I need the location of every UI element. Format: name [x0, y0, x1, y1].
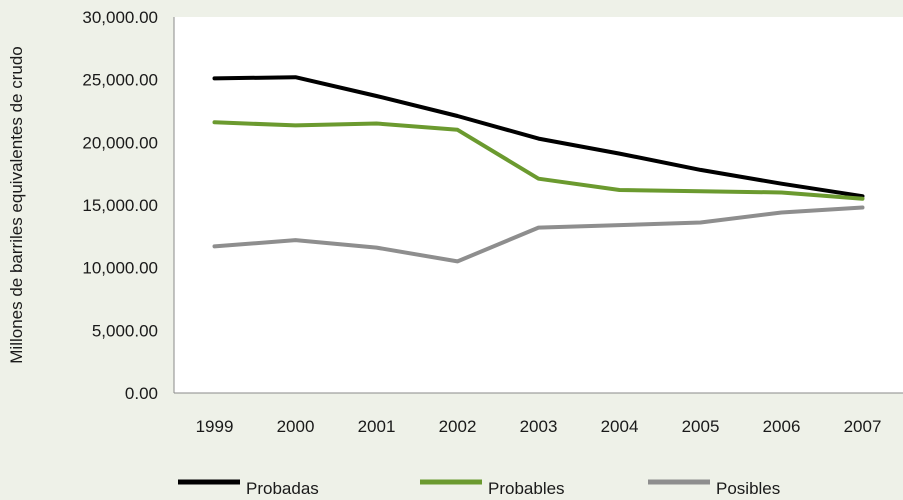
legend-label: Probables	[488, 479, 565, 498]
series-line-posibles	[212, 205, 865, 264]
legend-label: Posibles	[716, 479, 780, 498]
x-tick-label: 2002	[439, 417, 477, 436]
y-tick-label: 15,000.00	[82, 196, 158, 215]
series-lines	[212, 75, 865, 264]
y-tick-label: 30,000.00	[82, 8, 158, 27]
y-tick-label: 10,000.00	[82, 259, 158, 278]
y-tick-label: 5,000.00	[92, 321, 158, 340]
legend: Probadas Probables Posibles	[178, 479, 780, 498]
x-tick-label: 2007	[844, 417, 882, 436]
plot-area	[174, 17, 903, 393]
y-tick-label: 20,000.00	[82, 133, 158, 152]
y-axis-label: Millones de barriles equivalentes de cru…	[7, 46, 26, 364]
y-tick-labels: 0.00 5,000.00 10,000.00 15,000.00 20,000.00 2…	[82, 8, 158, 403]
x-tick-label: 2005	[682, 417, 720, 436]
series-line-probables	[212, 120, 865, 201]
x-tick-labels: 1999 2000 2001 2002 2003 2004 2005 2006 2007	[196, 417, 882, 436]
series-line-probadas	[212, 75, 865, 199]
x-tick-label: 1999	[196, 417, 234, 436]
x-tick-label: 2001	[358, 417, 396, 436]
legend-label: Probadas	[246, 479, 319, 498]
y-tick-label: 0.00	[125, 384, 158, 403]
x-tick-label: 2000	[277, 417, 315, 436]
x-tick-label: 2004	[601, 417, 639, 436]
x-tick-label: 2006	[763, 417, 801, 436]
x-tick-label: 2003	[520, 417, 558, 436]
y-tick-label: 25,000.00	[82, 71, 158, 90]
